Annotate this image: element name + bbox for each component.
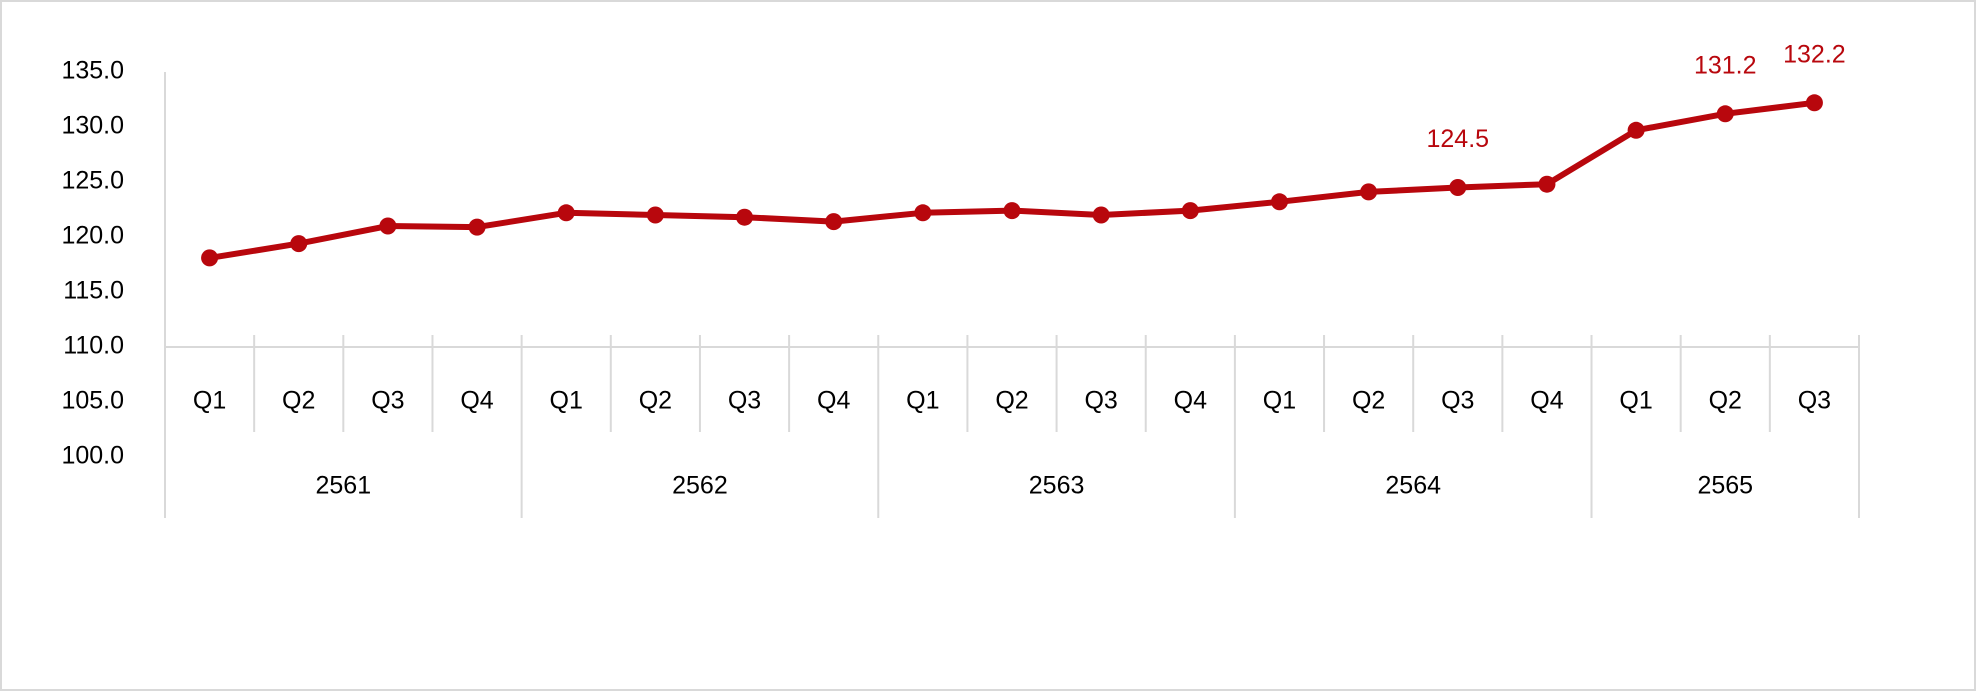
x-tick-label: Q3 [1441, 387, 1474, 415]
data-label: 132.2 [1783, 40, 1846, 68]
x-tick-label: Q2 [282, 387, 315, 415]
data-point [1181, 202, 1199, 220]
data-point [1805, 94, 1823, 112]
data-point [201, 249, 219, 267]
x-tick-label: Q2 [995, 387, 1028, 415]
group-label: 2563 [1029, 472, 1085, 500]
y-tick-label: 115.0 [63, 277, 124, 305]
x-tick-label: Q2 [639, 387, 672, 415]
data-point [914, 204, 932, 222]
data-point [468, 218, 486, 236]
group-label: 2562 [672, 472, 728, 500]
data-point [1449, 179, 1467, 196]
x-tick-label: Q4 [1530, 387, 1563, 415]
data-label: 131.2 [1694, 51, 1757, 79]
data-point [1003, 202, 1021, 220]
data-point [1270, 193, 1288, 211]
x-tick-label: Q1 [1619, 387, 1652, 415]
y-tick-label: 100.0 [61, 442, 124, 470]
group-label: 2565 [1697, 472, 1753, 500]
group-label: 2564 [1385, 472, 1441, 500]
data-point [290, 235, 308, 253]
x-tick-label: Q4 [1174, 387, 1207, 415]
y-tick-label: 125.0 [61, 167, 124, 195]
y-tick-label: 135.0 [61, 57, 124, 85]
x-tick-label: Q3 [728, 387, 761, 415]
y-tick-label: 110.0 [63, 332, 124, 360]
x-tick-label: Q4 [817, 387, 850, 415]
y-tick-label: 120.0 [61, 222, 124, 250]
data-point [646, 206, 664, 224]
group-label: 2561 [316, 472, 372, 500]
y-tick-label: 105.0 [61, 387, 124, 415]
data-point [1716, 105, 1734, 123]
data-point [1538, 175, 1556, 193]
x-tick-label: Q3 [371, 387, 404, 415]
x-tick-label: Q3 [1798, 387, 1831, 415]
x-tick-label: Q3 [1084, 387, 1117, 415]
x-tick-label: Q2 [1352, 387, 1385, 415]
data-point [1360, 183, 1378, 201]
x-tick-label: Q1 [1263, 387, 1296, 415]
data-point [825, 213, 843, 231]
x-tick-label: Q1 [906, 387, 939, 415]
x-tick-label: Q4 [460, 387, 493, 415]
x-tick-label: Q1 [550, 387, 583, 415]
data-point [557, 204, 575, 222]
x-tick-label: Q2 [1709, 387, 1742, 415]
x-tick-label: Q1 [193, 387, 226, 415]
data-label: 124.5 [1427, 125, 1490, 153]
data-point [379, 217, 397, 235]
data-point [1092, 206, 1110, 224]
data-point [1627, 121, 1645, 139]
data-point [736, 208, 754, 226]
y-tick-label: 130.0 [61, 112, 124, 140]
